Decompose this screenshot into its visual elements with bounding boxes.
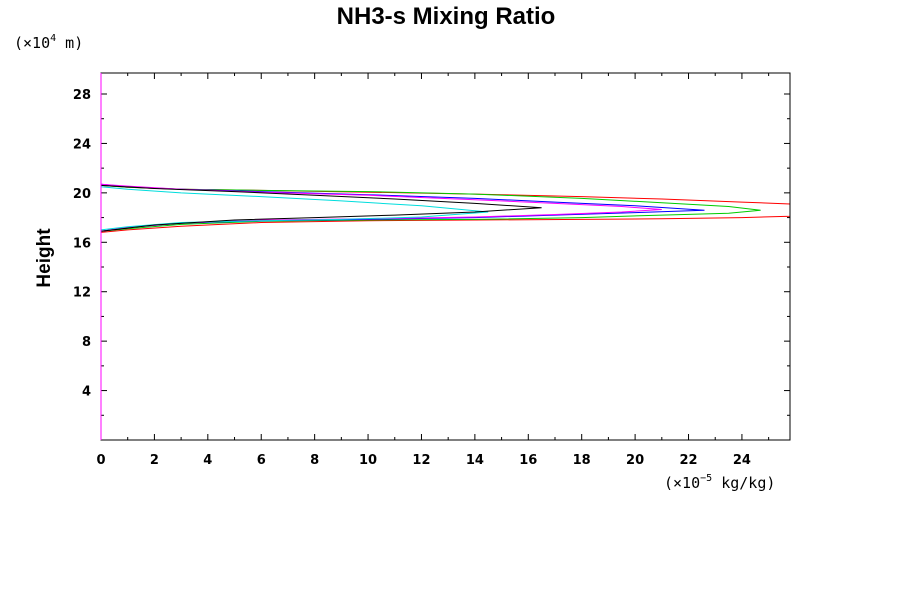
series-green-line bbox=[100, 184, 761, 232]
x-tick-label: 10 bbox=[359, 453, 377, 468]
x-tick-label: 24 bbox=[733, 453, 751, 468]
y-tick-label: 20 bbox=[73, 187, 91, 202]
y-tick-label: 28 bbox=[73, 88, 91, 103]
x-tick-label: 20 bbox=[626, 453, 644, 468]
series-cyan-line bbox=[100, 186, 489, 231]
x-tick-label: 0 bbox=[96, 453, 105, 468]
y-tick-label: 24 bbox=[73, 137, 91, 152]
x-tick-label: 16 bbox=[519, 453, 537, 468]
x-tick-label: 22 bbox=[679, 453, 697, 468]
x-tick-label: 2 bbox=[150, 453, 159, 468]
x-tick-label: 6 bbox=[257, 453, 266, 468]
x-tick-label: 12 bbox=[412, 453, 430, 468]
series-black-line bbox=[100, 184, 542, 232]
x-tick-label: 4 bbox=[203, 453, 212, 468]
x-tick-label: 14 bbox=[466, 453, 484, 468]
x-axis-unit: (×10−5 kg/kg) bbox=[664, 473, 775, 492]
y-tick-label: 8 bbox=[82, 335, 91, 350]
x-tick-label: 8 bbox=[310, 453, 319, 468]
y-tick-label: 4 bbox=[82, 385, 91, 400]
y-axis-unit: (×104 m) bbox=[14, 33, 83, 52]
y-axis-label: Height bbox=[34, 228, 55, 288]
y-tick-label: 12 bbox=[73, 286, 91, 301]
y-tick-label: 16 bbox=[73, 236, 91, 251]
x-tick-label: 18 bbox=[573, 453, 591, 468]
chart-title: NH3-s Mixing Ratio bbox=[337, 3, 556, 30]
